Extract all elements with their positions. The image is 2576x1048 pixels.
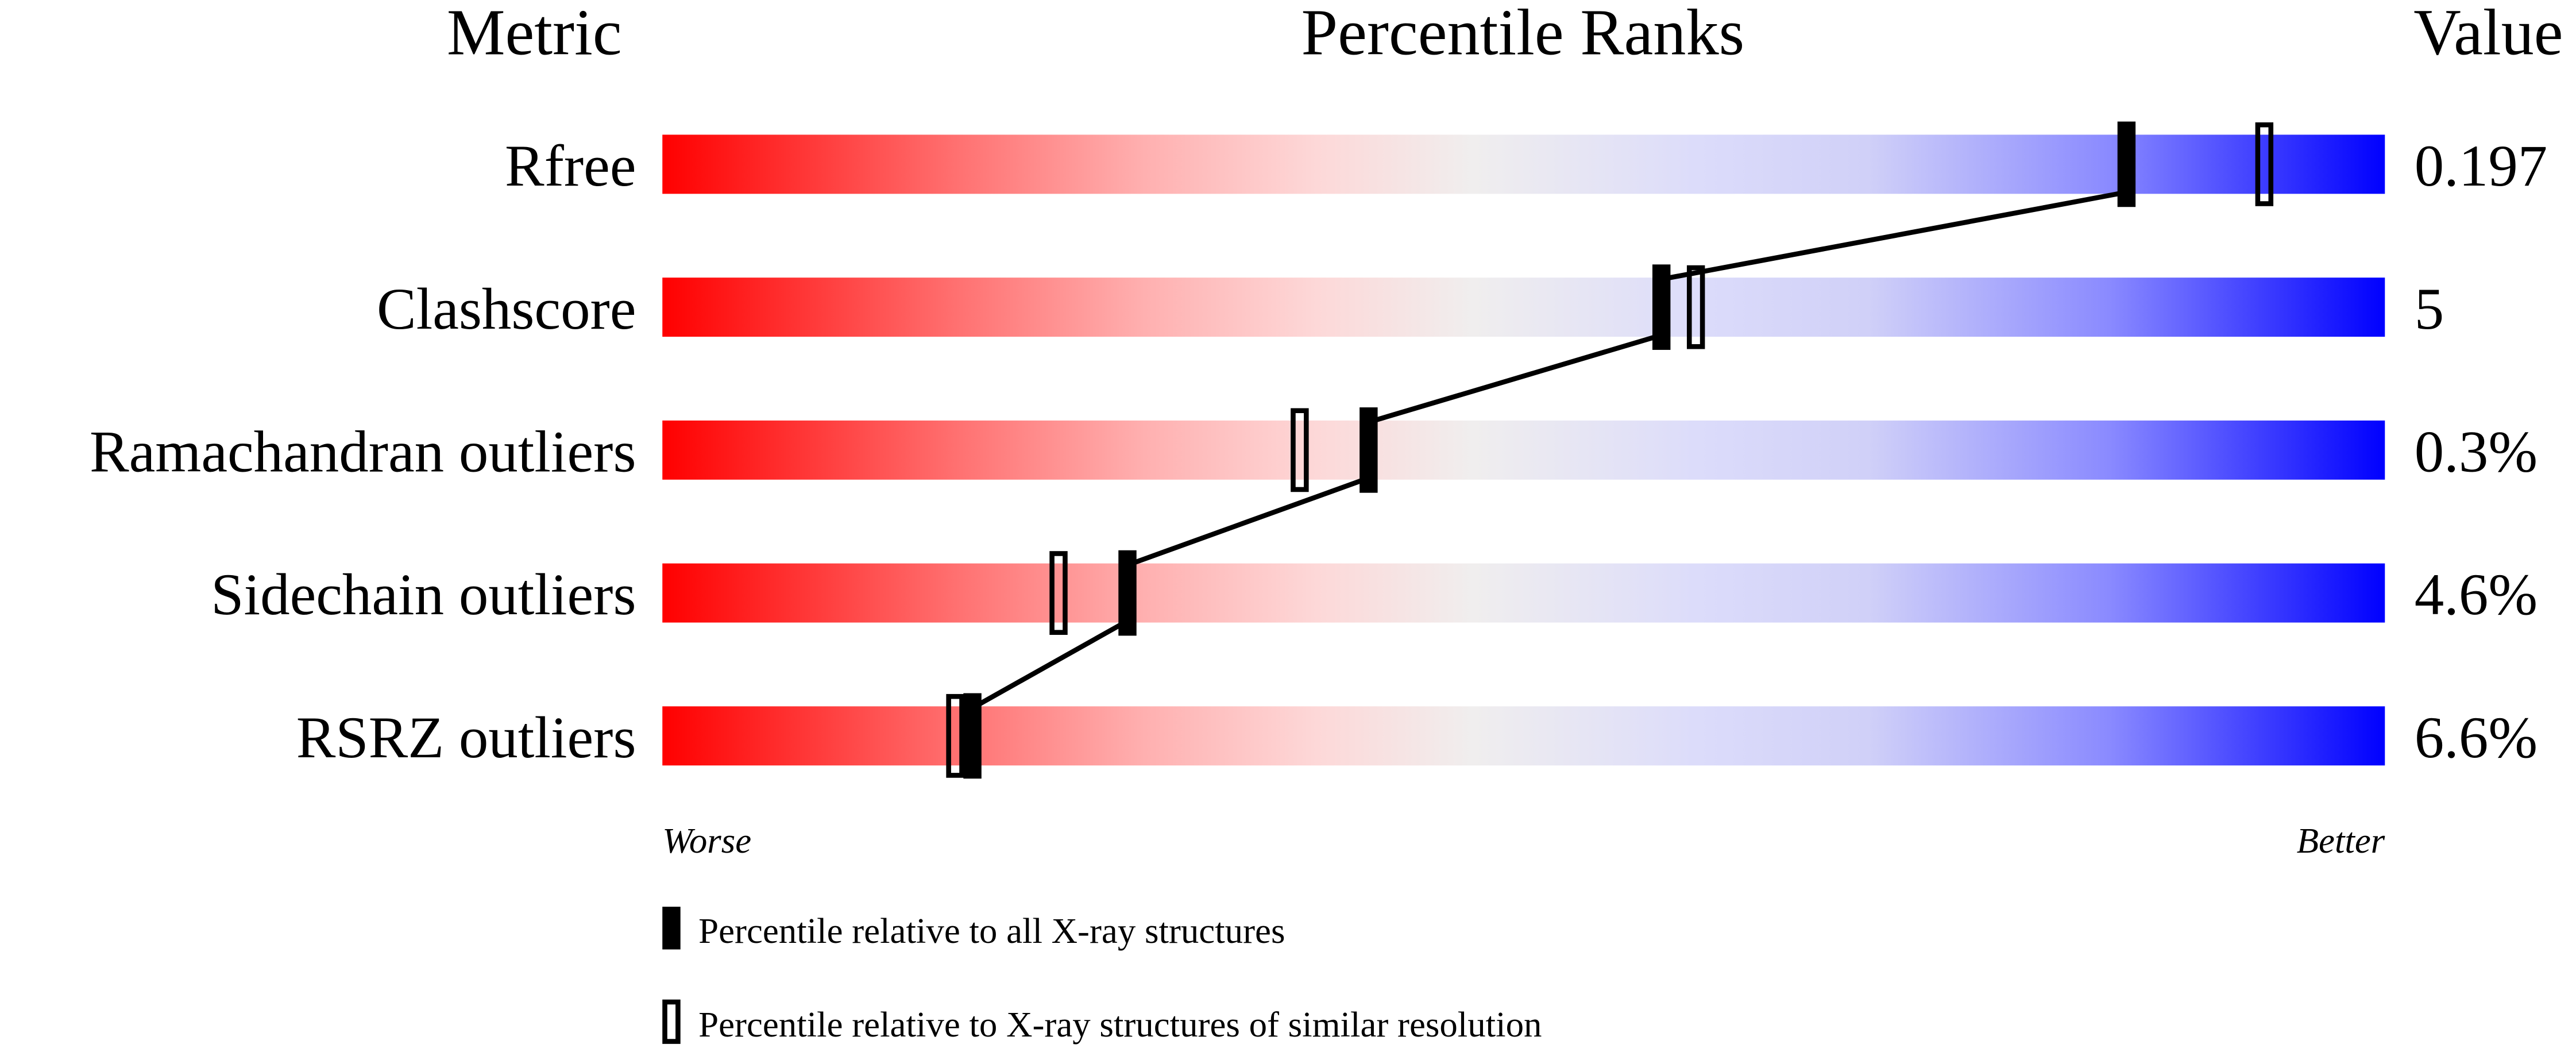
gradient-bar <box>662 706 2385 766</box>
metric-value: 4.6% <box>2415 562 2538 627</box>
similar-resolution-marker <box>1291 408 1309 492</box>
metric-label: RSRZ outliers <box>296 705 636 770</box>
metric-label: Ramachandran outliers <box>90 419 636 485</box>
similar-resolution-marker <box>1686 265 1705 349</box>
axis-label-worse: Worse <box>662 820 751 861</box>
metric-label: Clashscore <box>377 276 636 342</box>
metric-label: Rfree <box>505 133 636 199</box>
header-value: Value <box>2413 0 2563 68</box>
metric-value: 0.197 <box>2415 133 2548 199</box>
legend-filled-marker <box>662 907 681 950</box>
all-structures-marker <box>2117 121 2136 207</box>
all-structures-marker <box>1360 407 1378 493</box>
similar-resolution-marker <box>946 693 964 778</box>
similar-resolution-marker <box>2255 122 2274 206</box>
connector-line <box>1126 475 1370 568</box>
connector-line <box>1660 190 2127 282</box>
metric-value: 0.3% <box>2415 419 2538 485</box>
all-structures-marker <box>1652 264 1671 350</box>
metric-label: Sidechain outliers <box>211 562 636 627</box>
header-metric: Metric <box>447 0 622 68</box>
metric-value: 5 <box>2415 276 2444 342</box>
header-percentile-ranks: Percentile Ranks <box>1301 0 1745 68</box>
metric-value: 6.6% <box>2415 705 2538 770</box>
gradient-bar <box>662 563 2385 623</box>
legend-open-marker <box>662 999 681 1044</box>
gradient-bar <box>662 420 2385 480</box>
all-structures-marker <box>963 693 982 779</box>
connector-line <box>1368 333 1662 425</box>
gradient-bar <box>662 134 2385 194</box>
legend-label-similar: Percentile relative to X-ray structures … <box>698 1004 1542 1045</box>
connector-line <box>971 618 1129 710</box>
axis-label-better: Better <box>2297 820 2385 861</box>
all-structures-marker <box>1118 550 1137 636</box>
gradient-bar <box>662 278 2385 337</box>
similar-resolution-marker <box>1049 551 1068 635</box>
legend-label-all: Percentile relative to all X-ray structu… <box>698 911 1285 951</box>
